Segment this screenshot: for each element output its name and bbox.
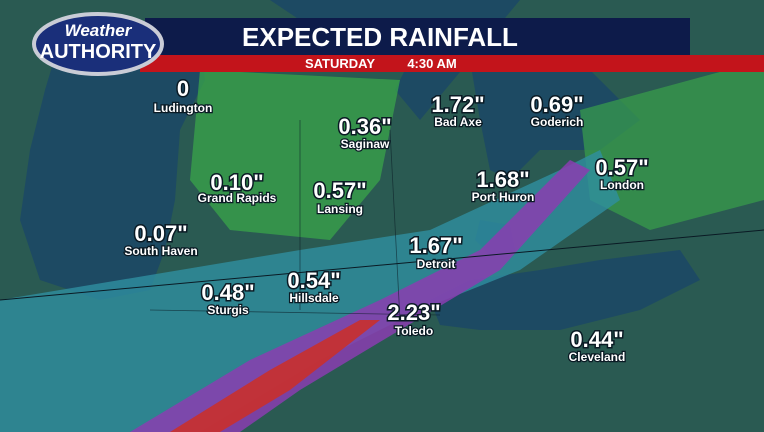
- title-bar: [145, 18, 690, 56]
- rain-amount: 0.57": [595, 155, 648, 180]
- rain-amount: 0.07": [134, 221, 187, 246]
- rain-very-heavy: [170, 320, 380, 432]
- logo-bottom: AUTHORITY: [40, 41, 157, 63]
- city-name: Detroit: [417, 257, 456, 271]
- city-name: Bad Axe: [434, 115, 482, 129]
- title: EXPECTED RAINFALL: [242, 22, 518, 52]
- city-name: Saginaw: [341, 137, 390, 151]
- day: SATURDAY: [305, 56, 375, 71]
- rain-amount: 0.10": [210, 170, 263, 195]
- time: 4:30 AM: [407, 56, 456, 71]
- city-name: Lansing: [317, 202, 363, 216]
- logo: [32, 12, 164, 76]
- rain-light: [580, 60, 764, 230]
- city-name: South Haven: [124, 244, 197, 258]
- rain-amount: 0.36": [338, 114, 391, 139]
- lake-erie: [430, 250, 700, 330]
- city-name: Port Huron: [472, 190, 535, 204]
- city-name: Cleveland: [569, 350, 626, 364]
- rain-amount: 2.23": [387, 300, 440, 325]
- city-name: London: [600, 178, 644, 192]
- rain-heavy: [130, 160, 590, 432]
- city-name: Goderich: [531, 115, 584, 129]
- subtitle-bar: [140, 55, 764, 72]
- city-name: Toledo: [395, 324, 433, 338]
- city-name: Hillsdale: [289, 291, 339, 305]
- city-name: Sturgis: [207, 303, 249, 317]
- rain-moderate: [0, 150, 620, 432]
- city-name: Ludington: [154, 101, 213, 115]
- rain-amount: 0.69": [530, 92, 583, 117]
- rain-amount: 1.67": [409, 233, 462, 258]
- border: [0, 229, 764, 301]
- rain-amount: 1.72": [431, 92, 484, 117]
- logo-top: Weather: [65, 21, 133, 40]
- rain-light: [190, 70, 400, 240]
- rain-amount: 0.57": [313, 178, 366, 203]
- county-lines: [149, 120, 441, 321]
- city-name: Grand Rapids: [198, 191, 277, 205]
- lake-michigan: [20, 30, 205, 300]
- rain-amount: 0.44": [570, 327, 623, 352]
- rain-amount: 0: [177, 76, 189, 101]
- rain-amount: 0.54": [287, 268, 340, 293]
- rain-amount: 1.68": [476, 167, 529, 192]
- rain-amount: 0.48": [201, 280, 254, 305]
